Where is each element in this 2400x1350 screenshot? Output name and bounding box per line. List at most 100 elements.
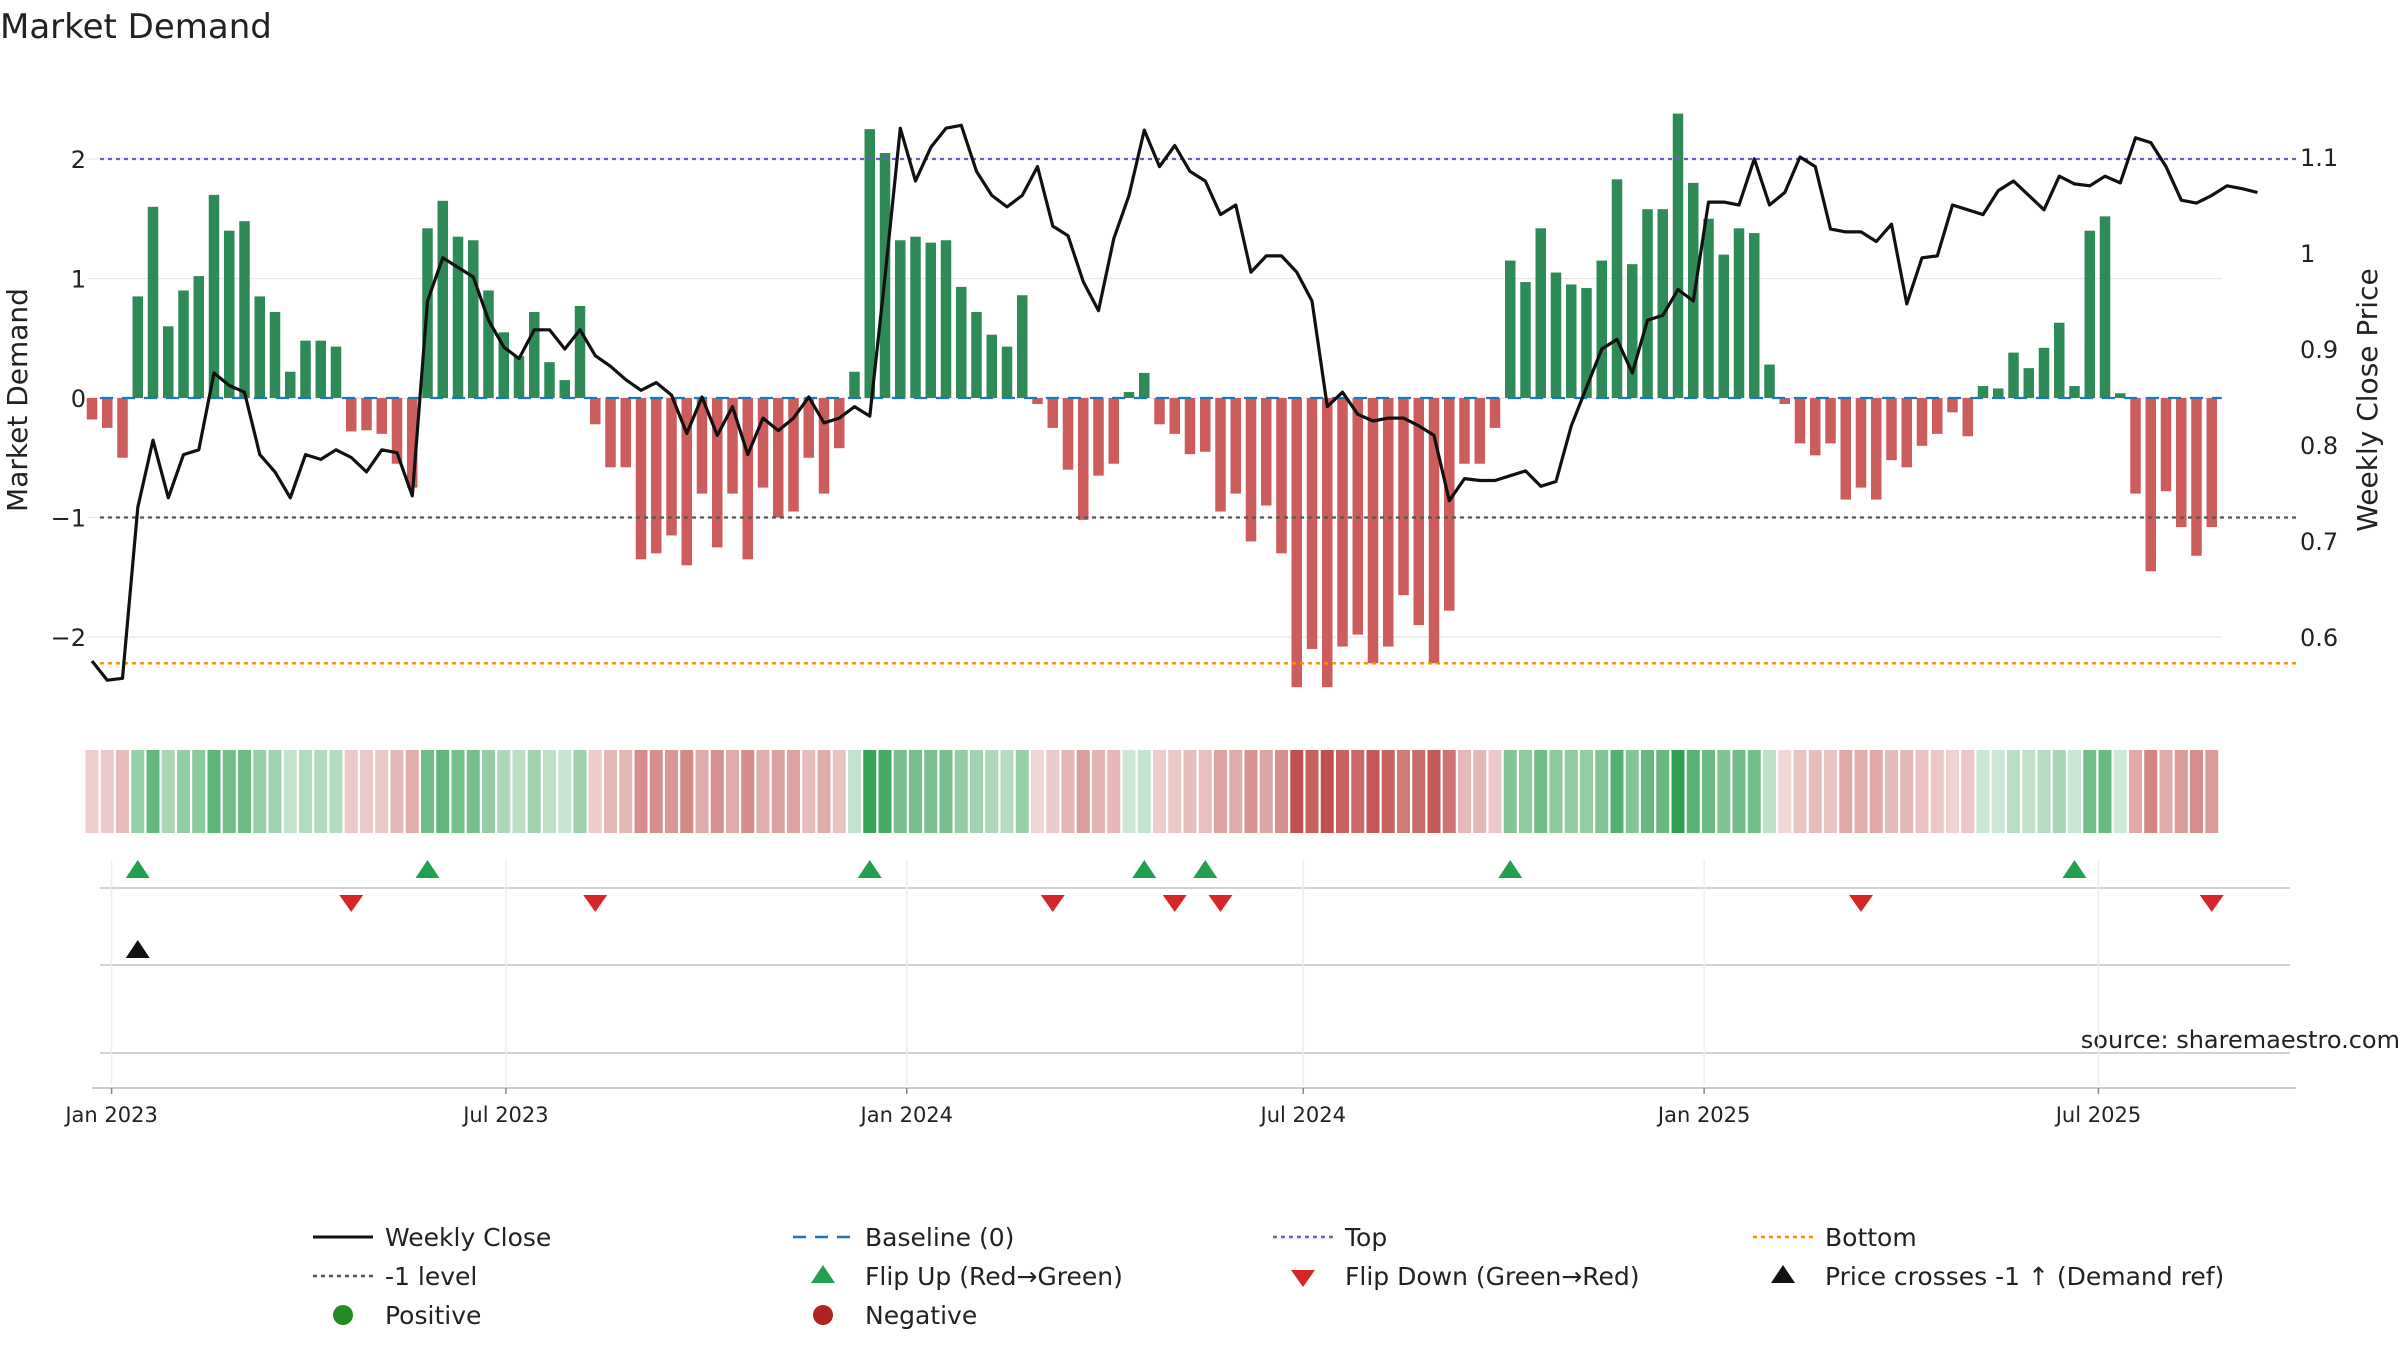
heat-cell [1427, 750, 1441, 833]
legend-label: Price crosses -1 ↑ (Demand ref) [1825, 1262, 2224, 1291]
left-tick-label: −1 [51, 505, 86, 533]
heat-cell [588, 750, 602, 833]
flip-up-marker [857, 860, 882, 878]
flip-up-marker [415, 860, 440, 878]
heat-cell [1290, 750, 1304, 833]
demand-bar [239, 221, 250, 398]
demand-bar [651, 398, 662, 554]
heat-cell [1763, 750, 1776, 833]
heat-cell [649, 750, 663, 833]
demand-bar [208, 194, 220, 398]
x-tick-label: Jul 2024 [1259, 1103, 1346, 1127]
legend-label: Weekly Close [385, 1223, 551, 1252]
heat-cell [2083, 750, 2097, 833]
demand-bar [147, 206, 159, 398]
heat-cell [1381, 750, 1395, 833]
heat-cell [100, 750, 114, 833]
demand-bar [620, 398, 631, 468]
demand-bar [1215, 398, 1226, 512]
demand-bar [1535, 228, 1546, 398]
heat-cell [878, 750, 892, 833]
heat-cell [1930, 750, 1944, 833]
weekly-close-series [90, 123, 2258, 682]
demand-bar [452, 236, 464, 398]
heat-cell [146, 750, 160, 833]
heat-cell [2037, 750, 2051, 833]
demand-bar [1627, 264, 1638, 398]
heat-cell [710, 750, 724, 833]
demand-bar [712, 398, 723, 548]
heat-cell [619, 750, 633, 833]
demand-bar [1871, 398, 1882, 500]
demand-bar [1962, 398, 1973, 437]
demand-bar [1794, 398, 1806, 444]
heat-cell [85, 750, 99, 833]
flip-up-marker [2062, 860, 2087, 878]
heat-cell [1610, 750, 1624, 833]
left-tick-label: 0 [71, 385, 86, 413]
legend-label: Flip Up (Red→Green) [865, 1262, 1123, 1291]
demand-bar [376, 398, 387, 434]
heat-cell [817, 750, 831, 833]
demand-bar [681, 398, 692, 566]
heat-cell [2144, 750, 2158, 833]
heat-cell [604, 750, 617, 833]
demand-bar [956, 286, 967, 398]
heat-cell [726, 750, 739, 833]
heat-cell [1305, 750, 1319, 833]
demand-bar [1932, 398, 1943, 434]
heat-cell [512, 750, 526, 833]
heat-cell [2159, 750, 2173, 833]
flip-down-marker [339, 895, 364, 912]
legend-label: Baseline (0) [865, 1223, 1014, 1252]
demand-bar [1916, 398, 1928, 446]
demand-bar [361, 398, 372, 431]
demand-bar [102, 398, 113, 428]
demand-bar [1261, 398, 1272, 506]
demand-bar [2115, 393, 2126, 398]
demand-bar [1566, 284, 1577, 398]
legend: Weekly Close Baseline (0) Top Bottom -1 leve… [313, 1223, 2224, 1330]
demand-bar [1306, 398, 1318, 649]
flip-markers [125, 860, 2224, 958]
heat-cell [177, 750, 190, 833]
price-cross-marker [125, 940, 150, 958]
demand-bar [1977, 386, 1989, 398]
heat-cell [1564, 750, 1578, 833]
heat-cell [1000, 750, 1014, 833]
right-axis-label: Weekly Close Price [2351, 268, 2384, 531]
demand-bar [513, 356, 525, 398]
right-tick-label: 0.6 [2300, 624, 2338, 652]
demand-bar [1840, 398, 1851, 500]
demand-bar [1596, 260, 1607, 398]
x-tick-label: Jan 2024 [859, 1103, 954, 1127]
demand-bar [1200, 398, 1211, 452]
heat-cell [1168, 750, 1182, 833]
demand-bar [773, 398, 784, 518]
heat-cell [161, 750, 175, 833]
heat-cell [466, 750, 480, 833]
heat-cell [1686, 750, 1700, 833]
demand-bar [224, 230, 235, 398]
demand-bar [132, 296, 143, 398]
heat-cell [1137, 750, 1151, 833]
demand-bar [1291, 398, 1302, 688]
demand-bar [1093, 398, 1104, 476]
demand-bar [1672, 113, 1684, 398]
heat-cell [741, 750, 755, 833]
right-tick-label: 0.7 [2300, 528, 2338, 556]
demand-bar [1886, 398, 1897, 461]
demand-bar [1489, 398, 1501, 428]
heat-cell [1519, 750, 1532, 833]
source-text: source: sharemaestro.com [2081, 1026, 2400, 1054]
left-axis-label: Market Demand [1, 288, 34, 512]
heat-cell [1641, 750, 1654, 833]
demand-bar [849, 371, 860, 398]
flip-down-marker [1208, 895, 1233, 912]
demand-bar [254, 296, 265, 398]
demand-bar [971, 311, 982, 398]
heat-cell [1015, 750, 1029, 833]
heat-cell [1702, 750, 1715, 833]
heat-cell [695, 750, 709, 833]
